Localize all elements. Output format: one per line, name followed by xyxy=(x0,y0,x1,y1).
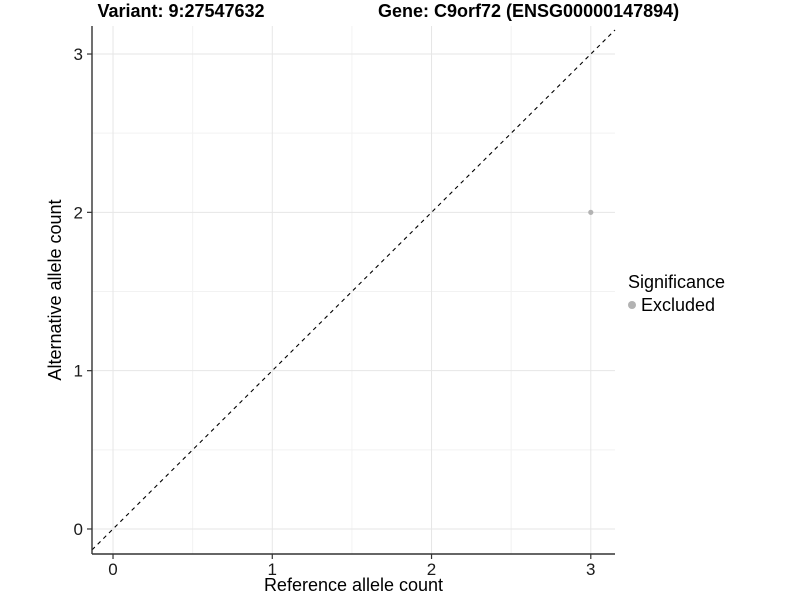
data-point xyxy=(588,209,594,215)
legend-entry-label: Excluded xyxy=(641,295,716,315)
y-tick-label: 2 xyxy=(74,203,83,222)
y-tick-label: 3 xyxy=(74,45,83,64)
x-tick-label: 3 xyxy=(586,560,595,579)
x-axis-title: Reference allele count xyxy=(263,575,444,595)
x-tick-label: 0 xyxy=(108,560,117,579)
identity-reference-line xyxy=(91,29,616,551)
excluded-point-icon xyxy=(628,301,636,309)
y-tick-label: 0 xyxy=(74,520,83,539)
x-tick-label: 2 xyxy=(427,560,436,579)
legend: Significance Excluded xyxy=(628,272,725,315)
legend-entry-excluded: Excluded xyxy=(628,295,725,315)
gene-title: Gene: C9orf72 (ENSG00000147894) xyxy=(378,1,680,21)
y-tick-label: 1 xyxy=(74,362,83,381)
y-axis-title: Alternative allele count xyxy=(45,199,65,381)
x-tick-label: 1 xyxy=(268,560,277,579)
variant-title: Variant: 9:27547632 xyxy=(97,1,265,21)
legend-title: Significance xyxy=(628,272,726,292)
